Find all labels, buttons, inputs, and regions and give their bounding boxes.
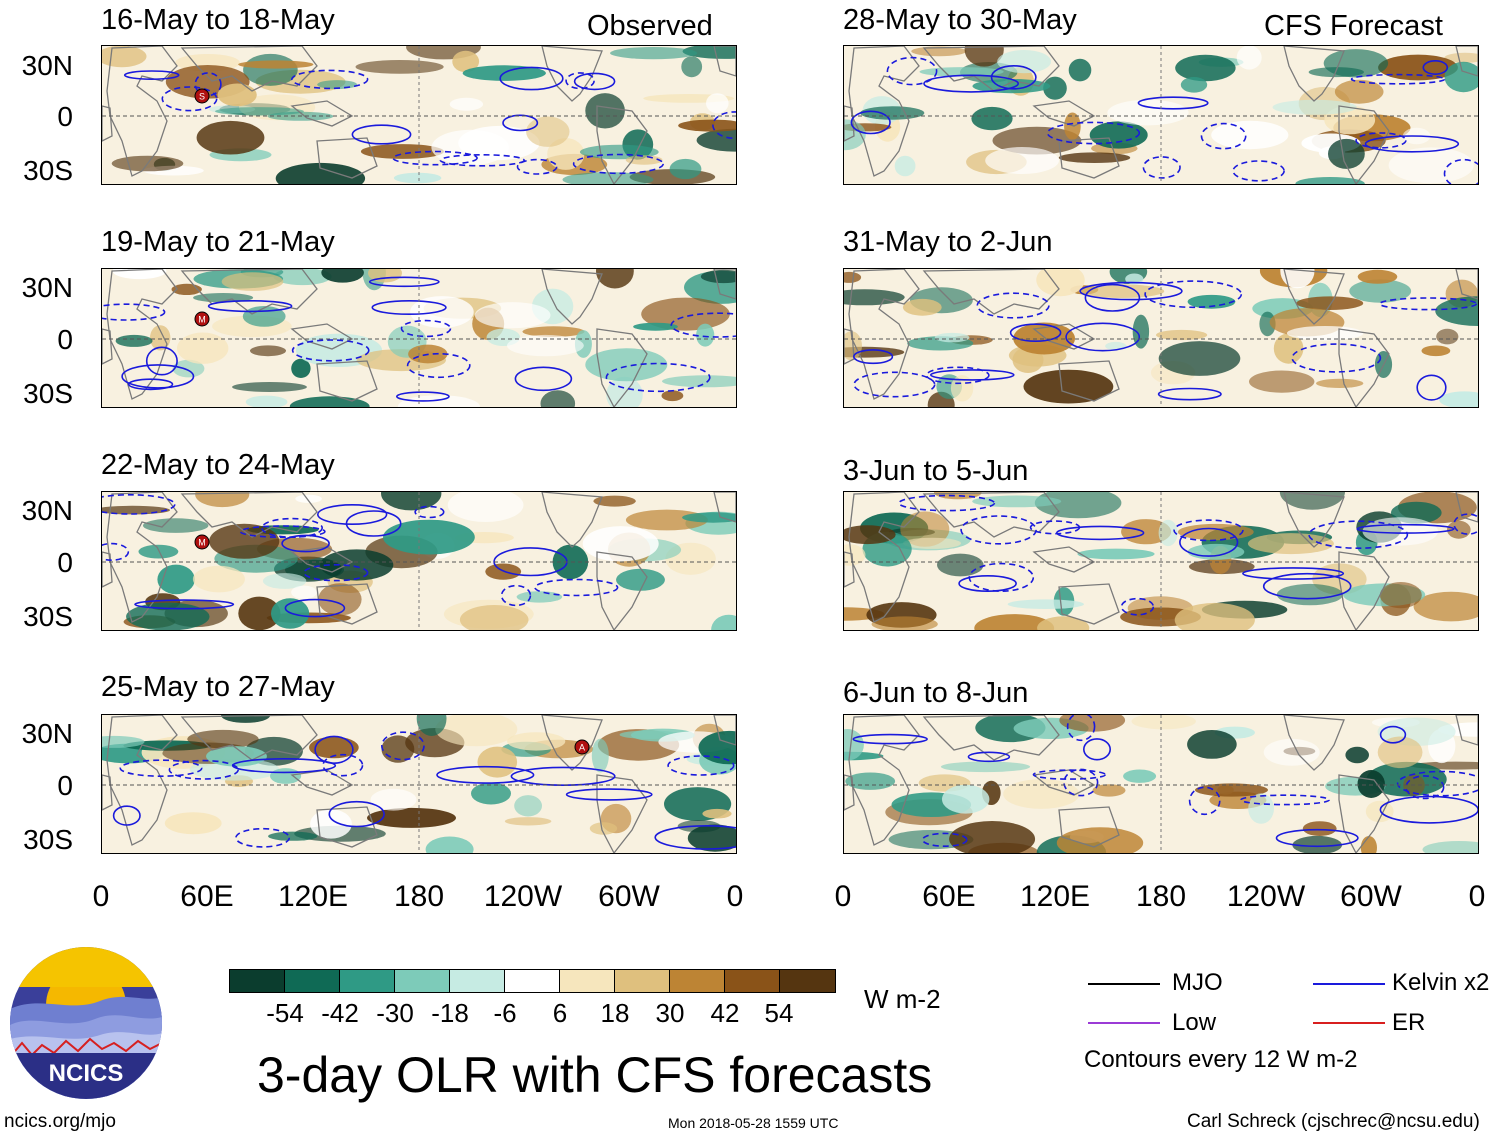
colorbar-label: -18 bbox=[431, 998, 469, 1028]
olr-map bbox=[844, 492, 1478, 630]
observed-label: Observed bbox=[587, 10, 713, 42]
legend-er-label: ER bbox=[1392, 1009, 1426, 1036]
map-panel-3: M bbox=[101, 268, 737, 408]
panel-title-4: 31-May to 2-Jun bbox=[843, 226, 1053, 258]
lat-label-30n: 30N bbox=[21, 495, 73, 526]
panel-title-3: 19-May to 21-May bbox=[101, 226, 335, 258]
storm-marker-icon: M bbox=[194, 534, 210, 550]
legend-low-label: Low bbox=[1172, 1009, 1217, 1036]
colorbar-units: W m-2 bbox=[864, 984, 941, 1014]
olr-map bbox=[844, 46, 1478, 184]
olr-map: A bbox=[102, 715, 736, 853]
panel-title-7: 25-May to 27-May bbox=[101, 671, 335, 703]
olr-map bbox=[844, 715, 1478, 853]
lon-label-180: 180 bbox=[1135, 880, 1187, 913]
olr-map bbox=[844, 269, 1478, 407]
lon-label-120e: 120E bbox=[277, 880, 349, 913]
colorbar-label: 6 bbox=[552, 998, 568, 1028]
lon-label-60w: 60W bbox=[598, 880, 660, 913]
colorbar-swatch-5 bbox=[505, 970, 560, 992]
colorbar-label: 18 bbox=[600, 998, 630, 1028]
footer-author: Carl Schreck (cjschrec@ncsu.edu) bbox=[1187, 1111, 1480, 1132]
lon-label-0: 0 bbox=[834, 880, 852, 913]
lon-label-60e: 60E bbox=[180, 880, 234, 913]
svg-text:S: S bbox=[199, 92, 205, 102]
lon-label-120e: 120E bbox=[1019, 880, 1091, 913]
colorbar-label: -42 bbox=[321, 998, 359, 1028]
lon-label-0-end: 0 bbox=[726, 880, 744, 913]
legend-er-line bbox=[1313, 1022, 1385, 1024]
contour-interval-note: Contours every 12 W m-2 bbox=[1084, 1046, 1358, 1073]
map-panel-8 bbox=[843, 714, 1479, 854]
panel-title-1: 16-May to 18-May bbox=[101, 4, 335, 36]
colorbar-swatch-1 bbox=[285, 970, 340, 992]
storm-marker-icon: S bbox=[194, 88, 210, 104]
svg-text:M: M bbox=[198, 538, 206, 548]
lat-label-30s: 30S bbox=[23, 824, 73, 855]
lat-label-30s: 30S bbox=[23, 155, 73, 186]
colorbar-swatch-3 bbox=[395, 970, 450, 992]
footer-url[interactable]: ncics.org/mjo bbox=[4, 1111, 116, 1132]
figure-title: 3-day OLR with CFS forecasts bbox=[257, 1047, 933, 1103]
legend-kelvin-line bbox=[1313, 983, 1385, 985]
lat-label-30n: 30N bbox=[21, 718, 73, 749]
map-panel-4 bbox=[843, 268, 1479, 408]
storm-marker-icon: M bbox=[194, 311, 210, 327]
panel-title-5: 22-May to 24-May bbox=[101, 449, 335, 481]
lon-label-0: 0 bbox=[92, 880, 110, 913]
legend-mjo-line bbox=[1088, 983, 1160, 985]
olr-map: M bbox=[102, 492, 736, 630]
colorbar-label: -54 bbox=[266, 998, 304, 1028]
colorbar-swatch-6 bbox=[560, 970, 615, 992]
map-panel-6 bbox=[843, 491, 1479, 631]
colorbar-swatch-9 bbox=[725, 970, 780, 992]
lat-label-30s: 30S bbox=[23, 601, 73, 632]
lon-label-0-end: 0 bbox=[1468, 880, 1486, 913]
colorbar-swatch-4 bbox=[450, 970, 505, 992]
footer-timestamp: Mon 2018-05-28 1559 UTC bbox=[668, 1115, 839, 1131]
colorbar-swatch-10 bbox=[780, 970, 835, 992]
colorbar-label: -30 bbox=[376, 998, 414, 1028]
svg-text:A: A bbox=[579, 743, 585, 753]
lon-label-60w: 60W bbox=[1340, 880, 1402, 913]
colorbar-label: 30 bbox=[655, 998, 685, 1028]
lat-label-0: 0 bbox=[57, 324, 73, 355]
map-panel-7: A bbox=[101, 714, 737, 854]
legend-kelvin-label: Kelvin x2 bbox=[1392, 969, 1490, 996]
lon-label-120w: 120W bbox=[483, 880, 563, 913]
logo-text: NCICS bbox=[49, 1060, 124, 1087]
lat-label-0: 0 bbox=[57, 101, 73, 132]
ncics-logo: NCICS bbox=[10, 947, 162, 1099]
colorbar bbox=[229, 969, 836, 993]
colorbar-label: 54 bbox=[764, 998, 794, 1028]
lon-label-120w: 120W bbox=[1226, 880, 1306, 913]
svg-text:M: M bbox=[198, 315, 206, 325]
lat-label-30n: 30N bbox=[21, 50, 73, 81]
panel-title-8: 6-Jun to 8-Jun bbox=[843, 677, 1029, 709]
legend-mjo-label: MJO bbox=[1172, 969, 1223, 996]
lat-label-0: 0 bbox=[57, 770, 73, 801]
olr-map: M bbox=[102, 269, 736, 407]
colorbar-swatch-2 bbox=[340, 970, 395, 992]
colorbar-swatch-8 bbox=[670, 970, 725, 992]
lon-label-60e: 60E bbox=[922, 880, 976, 913]
map-panel-2 bbox=[843, 45, 1479, 185]
colorbar-swatch-7 bbox=[615, 970, 670, 992]
lat-label-0: 0 bbox=[57, 547, 73, 578]
cfs-forecast-label: CFS Forecast bbox=[1264, 10, 1443, 42]
map-panel-1: S bbox=[101, 45, 737, 185]
map-panel-5: M bbox=[101, 491, 737, 631]
colorbar-label: -6 bbox=[493, 998, 517, 1028]
colorbar-swatch-0 bbox=[230, 970, 285, 992]
legend-low-line bbox=[1088, 1022, 1160, 1024]
colorbar-label: 42 bbox=[710, 998, 740, 1028]
lon-label-180: 180 bbox=[393, 880, 445, 913]
panel-title-6: 3-Jun to 5-Jun bbox=[843, 455, 1029, 487]
storm-marker-icon: A bbox=[574, 739, 590, 755]
panel-title-2: 28-May to 30-May bbox=[843, 4, 1077, 36]
lat-label-30s: 30S bbox=[23, 378, 73, 409]
lat-label-30n: 30N bbox=[21, 272, 73, 303]
olr-map: S bbox=[102, 46, 736, 184]
